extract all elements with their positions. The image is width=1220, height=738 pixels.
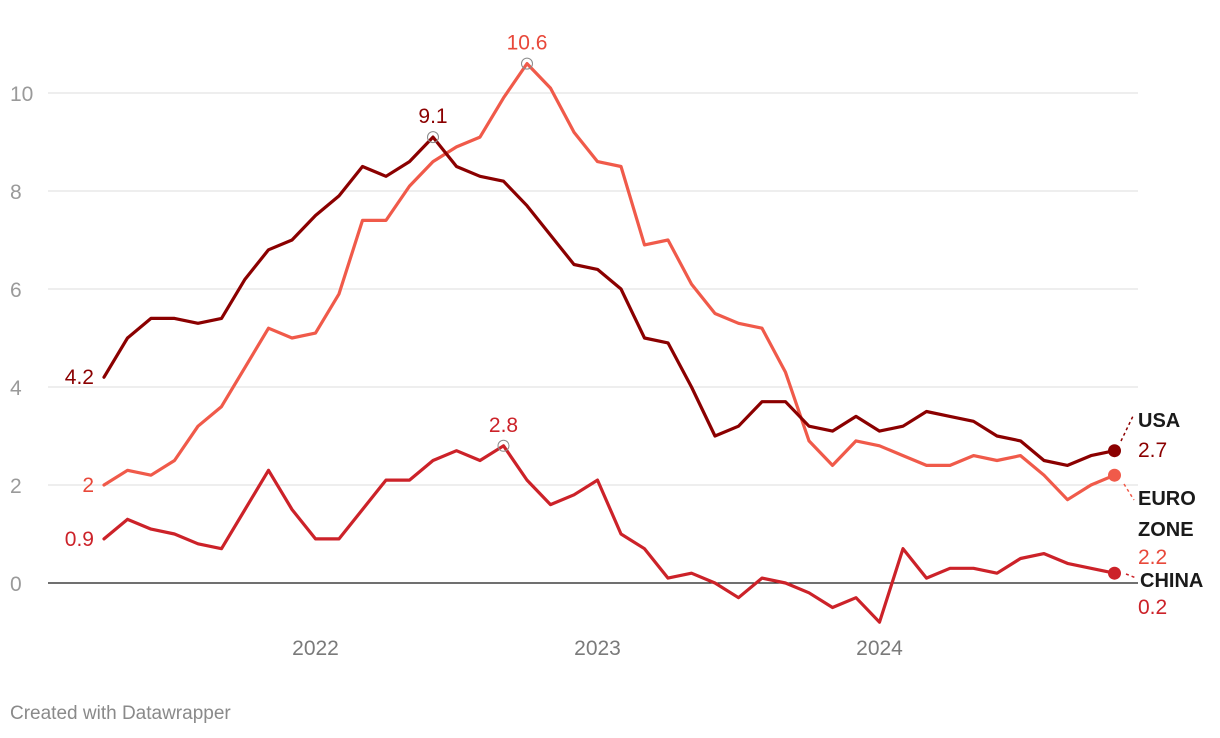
y-tick-label: 2 xyxy=(10,475,22,498)
series-lines xyxy=(102,61,1117,624)
end-value-label: 0.2 xyxy=(1138,596,1167,619)
end-label-connector xyxy=(1125,573,1137,579)
end-value-label: 2.7 xyxy=(1138,439,1167,462)
start-value-label: 2 xyxy=(82,474,94,497)
y-tick-label: 4 xyxy=(10,377,22,400)
end-label-connector xyxy=(1120,413,1135,442)
x-tick-label: 2022 xyxy=(292,637,339,660)
peak-marker xyxy=(521,57,533,70)
series-line xyxy=(102,61,1117,502)
china-series-label: CHINA xyxy=(1140,570,1203,592)
start-value-label: 0.9 xyxy=(65,528,94,551)
y-tick-label: 10 xyxy=(10,83,33,106)
series-markers xyxy=(427,57,1121,580)
x-tick-label: 2024 xyxy=(856,637,903,660)
end-label-connector xyxy=(1123,483,1135,501)
euro-zone-series-label-line2: ZONE xyxy=(1138,519,1194,541)
end-point-marker xyxy=(1108,566,1121,580)
x-axis: 2022 2023 2024 xyxy=(292,637,903,660)
end-point-marker xyxy=(1108,468,1121,482)
peak-marker xyxy=(497,439,510,452)
usa-series-label: USA xyxy=(1138,410,1180,432)
end-value-label: 2.2 xyxy=(1138,546,1167,569)
y-tick-label: 0 xyxy=(10,573,22,596)
y-axis: 0 2 4 6 8 10 xyxy=(10,83,33,596)
series-line xyxy=(102,135,1117,467)
peak-value-label: 10.6 xyxy=(507,32,548,55)
euro-zone-series-label-line1: EURO xyxy=(1138,488,1196,510)
peak-value-label: 2.8 xyxy=(489,414,518,437)
line-chart: 0 2 4 6 8 10 2022 2023 2024 9.1 4.2 10.6 2 2.8 0.9 2.… xyxy=(10,32,1203,660)
start-value-label: 4.2 xyxy=(65,366,94,389)
value-labels: 9.1 4.2 10.6 2 2.8 0.9 2.7 2.2 0.2 xyxy=(65,32,1167,619)
y-tick-label: 6 xyxy=(10,279,22,302)
peak-value-label: 9.1 xyxy=(418,105,447,128)
end-point-marker xyxy=(1108,444,1121,458)
x-tick-label: 2023 xyxy=(574,637,621,660)
series-line xyxy=(102,444,1117,624)
y-tick-label: 8 xyxy=(10,181,22,204)
peak-marker xyxy=(427,131,439,144)
credit-text: Created with Datawrapper xyxy=(10,703,231,724)
gridlines xyxy=(48,92,1138,486)
